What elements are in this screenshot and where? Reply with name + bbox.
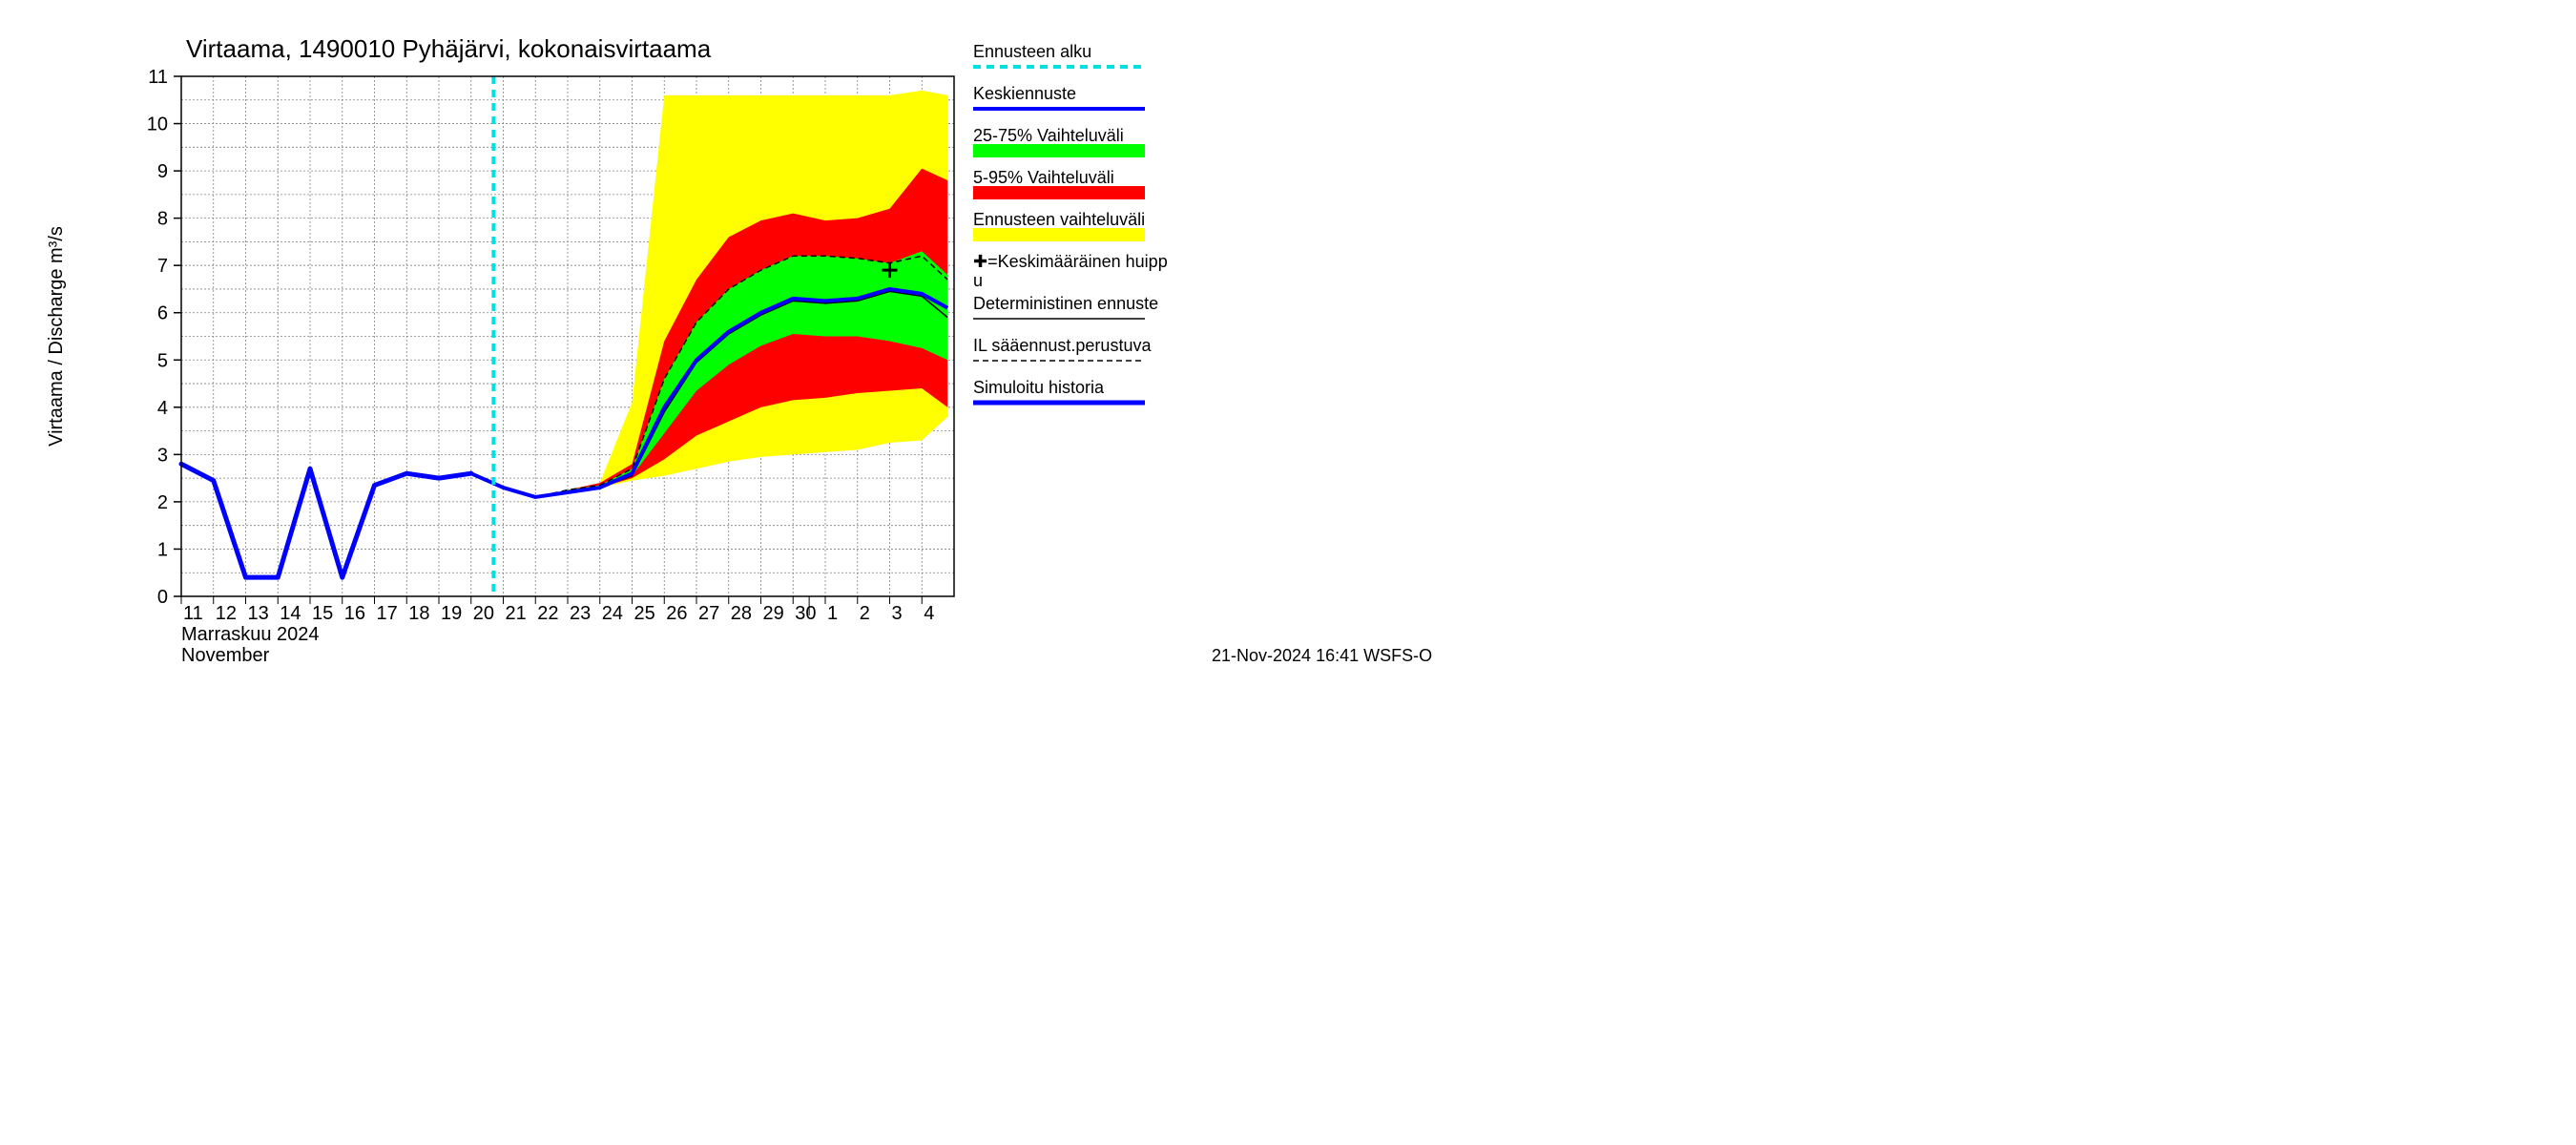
x-tick-label: 19 [441, 603, 462, 624]
legend-label-deterministic: Deterministinen ennuste [973, 294, 1158, 313]
y-tick-label: 9 [157, 161, 168, 182]
chart-svg: 0123456789101111121314151617181920212223… [19, 19, 1450, 687]
x-tick-label: 27 [698, 603, 719, 624]
x-tick-label: 11 [183, 603, 203, 624]
y-tick-label: 11 [148, 67, 168, 88]
y-tick-label: 5 [157, 350, 168, 371]
x-tick-label: 18 [408, 603, 429, 624]
x-axis-month-fi: Marraskuu 2024 [181, 624, 320, 645]
x-tick-label: 23 [570, 603, 591, 624]
x-tick-label: 28 [731, 603, 752, 624]
legend-label-forecast_start: Ennusteen alku [973, 42, 1091, 61]
x-tick-label: 13 [248, 603, 269, 624]
x-tick-label: 25 [634, 603, 655, 624]
y-tick-label: 3 [157, 445, 168, 466]
x-tick-label: 24 [602, 603, 623, 624]
x-tick-label: 17 [377, 603, 398, 624]
x-tick-label: 29 [763, 603, 784, 624]
y-tick-label: 7 [157, 256, 168, 277]
y-tick-label: 4 [157, 398, 168, 419]
y-tick-label: 2 [157, 492, 168, 513]
legend-label-median: Keskiennuste [973, 84, 1076, 103]
x-tick-label: 20 [473, 603, 494, 624]
legend-label-peak-2: u [973, 271, 983, 290]
legend-label-full_range: Ennusteen vaihteluväli [973, 210, 1145, 229]
legend-label-p5_95: 5-95% Vaihteluväli [973, 168, 1114, 187]
y-tick-label: 1 [157, 539, 168, 560]
y-axis-label: Virtaama / Discharge m³/s [46, 226, 67, 447]
x-tick-label: 1 [827, 603, 838, 624]
legend-label-peak: ✚=Keskimääräinen huipp [973, 252, 1168, 271]
x-tick-label: 16 [344, 603, 365, 624]
legend-sample-p5_95 [973, 186, 1145, 199]
x-tick-label: 26 [666, 603, 687, 624]
y-tick-label: 10 [147, 114, 168, 135]
legend-sample-p25_75 [973, 144, 1145, 157]
y-tick-label: 8 [157, 209, 168, 230]
x-tick-label: 30 [795, 603, 816, 624]
legend-label-p25_75: 25-75% Vaihteluväli [973, 126, 1124, 145]
legend-label-il: IL sääennust.perustuva [973, 336, 1152, 355]
legend-label-history: Simuloitu historia [973, 378, 1105, 397]
x-tick-label: 15 [312, 603, 333, 624]
x-tick-label: 22 [537, 603, 558, 624]
x-tick-label: 21 [506, 603, 527, 624]
x-tick-label: 3 [892, 603, 903, 624]
y-tick-label: 6 [157, 303, 168, 324]
timestamp-label: 21-Nov-2024 16:41 WSFS-O [1212, 646, 1432, 665]
x-tick-label: 4 [924, 603, 934, 624]
x-tick-label: 12 [216, 603, 237, 624]
x-axis-month-en: November [181, 645, 270, 666]
legend-sample-full_range [973, 228, 1145, 241]
x-tick-label: 2 [860, 603, 870, 624]
chart-title: Virtaama, 1490010 Pyhäjärvi, kokonaisvir… [186, 34, 712, 63]
x-tick-label: 14 [280, 603, 301, 624]
y-tick-label: 0 [157, 587, 168, 608]
discharge-forecast-chart: 0123456789101111121314151617181920212223… [19, 19, 1450, 687]
